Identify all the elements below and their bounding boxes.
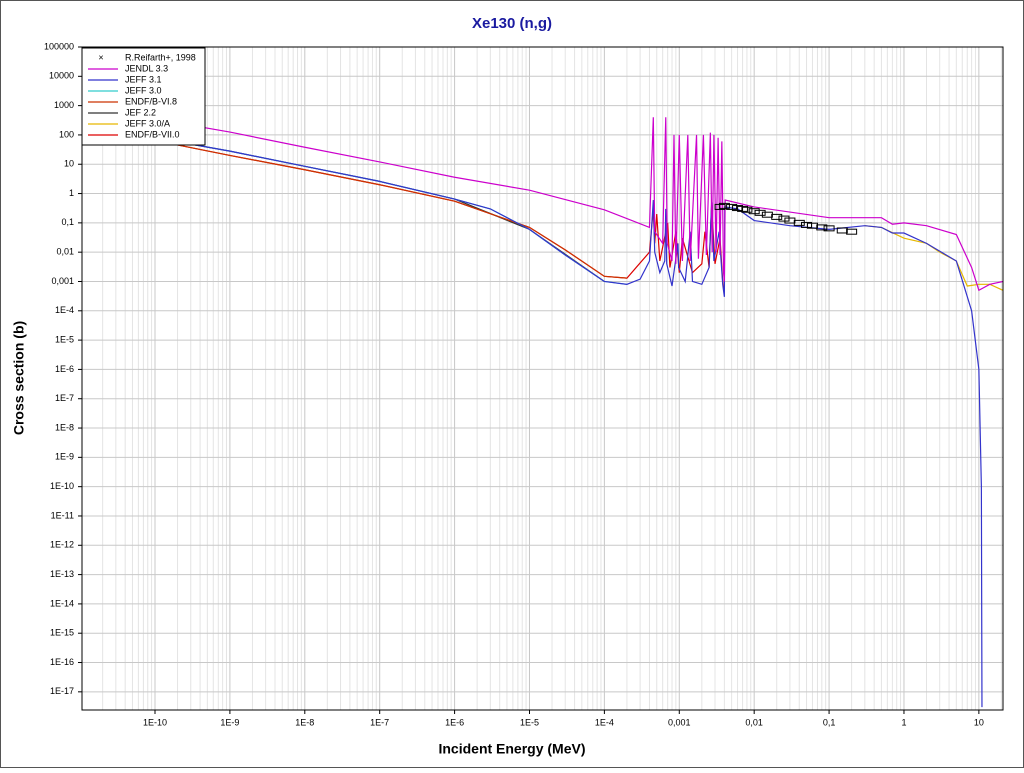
data-point [737, 205, 749, 212]
data-point [754, 209, 766, 216]
y-tick-label: 100 [59, 129, 74, 139]
data-point [846, 228, 858, 235]
y-tick-label: 10 [64, 159, 74, 169]
x-tick-label: 1E-6 [445, 717, 464, 727]
y-tick-label: 1E-17 [50, 686, 74, 696]
y-tick-label: 1E-15 [50, 628, 74, 638]
chart-title: Xe130 (n,g) [472, 15, 552, 32]
data-point [714, 203, 726, 210]
legend-label: JEFF 3.0/A [125, 118, 170, 128]
data-point [748, 208, 760, 215]
y-tick-label: 1E-5 [55, 334, 74, 344]
legend-label: ENDF/B-VI.8 [125, 96, 177, 106]
y-tick-label: 1E-7 [55, 393, 74, 403]
series-line [82, 109, 1003, 292]
y-tick-label: 100000 [44, 41, 74, 51]
y-axis-label: Cross section (b) [11, 321, 27, 435]
data-point [778, 215, 790, 222]
x-tick-label: 1E-10 [143, 717, 167, 727]
x-tick-label: 1E-9 [220, 717, 239, 727]
data-point [718, 202, 730, 209]
y-tick-label: 1E-9 [55, 452, 74, 462]
y-tick-label: 0,001 [51, 276, 74, 286]
data-point [771, 213, 783, 220]
y-tick-label: 1E-12 [50, 540, 74, 550]
x-tick-label: 1E-5 [520, 717, 539, 727]
y-tick-label: 0,01 [56, 247, 74, 257]
data-point [816, 224, 828, 231]
y-tick-label: 1E-11 [51, 510, 74, 520]
data-point [726, 203, 738, 210]
legend-marker: × [98, 52, 103, 62]
y-tick-label: 1E-16 [50, 657, 74, 667]
data-point [741, 206, 753, 213]
legend-label: JEF 2.2 [125, 107, 156, 117]
data-point [806, 222, 818, 229]
x-tick-label: 1 [901, 717, 906, 727]
legend-label: JEFF 3.0 [125, 85, 162, 95]
legend-label: JEFF 3.1 [125, 74, 162, 84]
y-tick-label: 0,1 [61, 217, 74, 227]
legend-label: JENDL 3.3 [125, 63, 168, 73]
plot-border [81, 46, 1004, 711]
x-tick-label: 1E-8 [295, 717, 314, 727]
y-tick-label: 1E-10 [50, 481, 74, 491]
plot-area [82, 47, 1003, 710]
y-tick-label: 1E-14 [50, 598, 74, 608]
data-point [823, 225, 835, 232]
x-tick-label: 0,1 [823, 717, 836, 727]
x-tick-label: 0,001 [668, 717, 691, 727]
x-tick-label: 10 [974, 717, 984, 727]
legend-label: ENDF/B-VII.0 [125, 129, 180, 139]
data-point [836, 227, 848, 234]
x-axis-label: Incident Energy (MeV) [438, 741, 585, 757]
x-tick-label: 1E-4 [595, 717, 614, 727]
y-tick-label: 1E-8 [55, 422, 74, 432]
x-tick-label: 0,01 [745, 717, 763, 727]
data-point [801, 221, 813, 228]
y-tick-label: 1E-4 [55, 305, 74, 315]
y-tick-label: 1 [69, 188, 74, 198]
y-tick-label: 1E-6 [55, 364, 74, 374]
y-tick-label: 1E-13 [50, 569, 74, 579]
x-tick-label: 1E-7 [370, 717, 389, 727]
series-line [82, 125, 627, 279]
legend-box [81, 47, 206, 146]
legend-label: R.Reifarth+, 1998 [125, 52, 196, 62]
y-tick-label: 1000 [54, 100, 74, 110]
y-tick-label: 10000 [49, 71, 74, 81]
